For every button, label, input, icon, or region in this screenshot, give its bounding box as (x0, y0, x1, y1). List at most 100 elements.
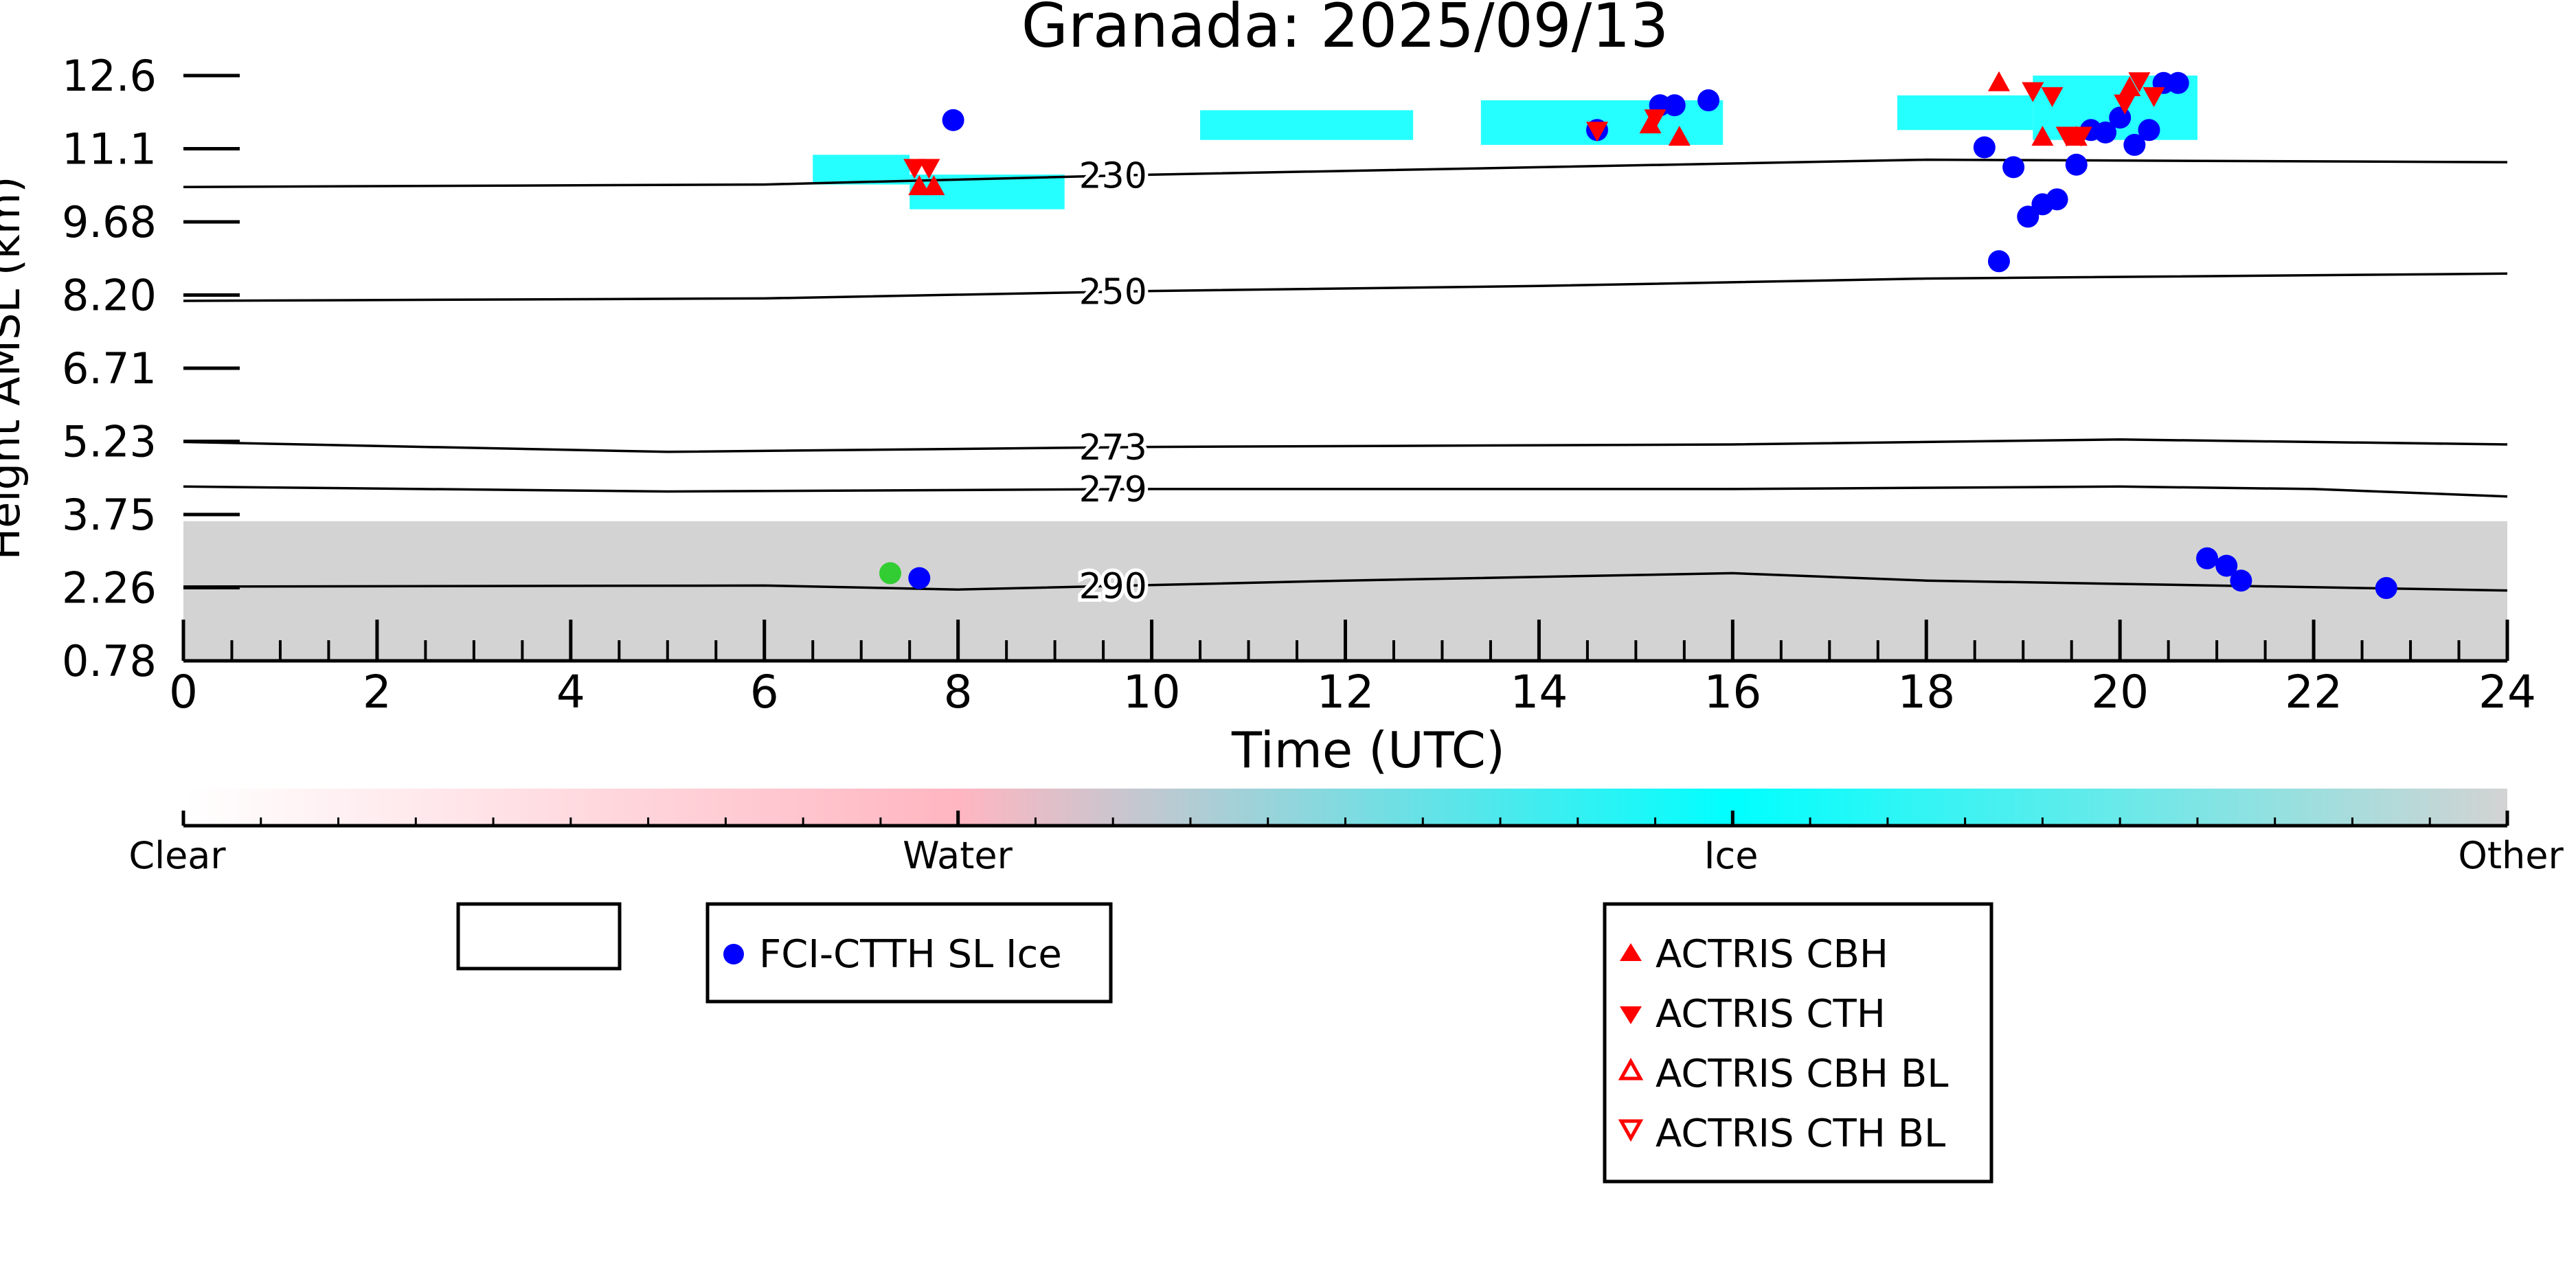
y-tick-label: 6.71 (62, 343, 157, 394)
point-actris-cbh (1639, 113, 1662, 134)
legend-fci: FCI-CTTH SL Ice (705, 902, 1113, 1004)
classification-layers (183, 76, 2507, 661)
point-actris-cbh (2119, 76, 2141, 97)
point-fci-ctth-sl-ice (1973, 136, 1996, 159)
contour-label-230: 230 (1079, 156, 1147, 197)
point-fci-ctth-sl-ice (942, 109, 964, 131)
colorbar-label-other: Other (2458, 834, 2564, 877)
point-fci-ctth-sl-ice (1697, 89, 1720, 112)
background-ice-patch (1200, 110, 1414, 140)
point-actris-cbh (923, 175, 945, 196)
background-ice-patch (813, 155, 910, 185)
y-tick-label: 0.78 (62, 636, 157, 686)
x-tick-label: 8 (944, 666, 973, 719)
y-tick-label: 3.75 (62, 490, 157, 540)
y-tick-label: 12.6 (62, 51, 157, 101)
point-actris-cth (2143, 87, 2165, 107)
x-axis-label: Time (UTC) (1231, 721, 1505, 779)
legend-actris: ACTRIS CBH ACTRIS CTH ACTRIS CBH BL ACTR… (1603, 902, 1993, 1184)
point-fci-ctth-sl-ice (2215, 554, 2238, 577)
y-tick-label: 9.68 (62, 197, 157, 247)
point-actris-cth (1585, 122, 1608, 142)
axes: 0 2 4 6 8 10 12 14 16 18 20 22 2412.611.19.688.206.7… (62, 51, 2536, 719)
x-tick-label: 0 (169, 666, 198, 719)
point-fci-ctth-sl-ice (2230, 569, 2252, 592)
point-fci-ctth-sl-ice (2138, 119, 2160, 142)
contour-label-290: 290 (1079, 566, 1147, 607)
point-fci-ctth-sl-ice (2017, 205, 2040, 228)
legend-empty-box (456, 902, 622, 971)
x-tick-label: 22 (2285, 666, 2342, 719)
point-fci-ctth-sl-ice (2065, 153, 2088, 176)
point-fci-ctth-sl-ice (2046, 188, 2068, 211)
point-actris-cth (2055, 126, 2078, 147)
contour-230 (183, 158, 2508, 188)
point-fci-ctth-sl-ice (2196, 547, 2219, 569)
y-axis-label: Height AMSL (km) (0, 177, 30, 561)
legend-cth-label: ACTRIS CTH (1656, 992, 1886, 1037)
legend-cbh-bl-marker (1618, 1057, 1644, 1081)
contour-250 (183, 272, 2508, 302)
y-tick-label: 5.23 (62, 417, 157, 467)
colorbar-label-water: Water (903, 834, 1013, 877)
point-actris-cth (2070, 126, 2092, 147)
colorbar-ticks (181, 811, 2509, 826)
data-points (879, 71, 2397, 600)
point-fci-ctth-sl-ice (2167, 71, 2189, 94)
legend-cbh-marker (1620, 943, 1642, 961)
legend-cbh-bl-label: ACTRIS CBH BL (1656, 1052, 1948, 1096)
y-tick-label: 2.26 (62, 563, 157, 613)
point-actris-cth (1644, 109, 1667, 130)
x-tick-label: 16 (1704, 666, 1761, 719)
contour-273 (183, 438, 2508, 453)
x-tick-label: 14 (1510, 666, 1568, 719)
point-fci-ctth-sl-ice (2123, 133, 2146, 156)
point-actris-cth (2114, 94, 2136, 115)
point-fci-ctth-sl-ice (1663, 94, 1686, 117)
x-tick-label: 2 (363, 666, 392, 719)
x-tick-label: 6 (750, 666, 779, 719)
point-fci-ctth-sl-ice (2109, 106, 2132, 129)
point-actris-cbh (908, 175, 931, 196)
point-actris-cbh (1987, 71, 2010, 91)
y-tick-label: 11.1 (62, 124, 157, 174)
legend-cth-bl-label: ACTRIS CTH BL (1656, 1111, 1945, 1156)
point-fci-ctth-sl-ice (908, 567, 931, 589)
colorbar-label-clear: Clear (128, 834, 226, 877)
point-actris-cbh (1668, 126, 1691, 146)
point-actris-cth (2128, 72, 2151, 93)
point-actris-cbh (2031, 126, 2054, 146)
chart-title: Granada: 2025/09/13 (1021, 0, 1669, 61)
x-tick-label: 20 (2091, 666, 2149, 719)
point-unlabeled-green (879, 562, 901, 585)
point-actris-cth (2041, 87, 2064, 107)
x-tick-label: 12 (1317, 666, 1375, 719)
legend-fci-frame (705, 902, 1113, 1004)
legend-cth-marker (1620, 1006, 1642, 1024)
legend-fci-label: FCI-CTTH SL Ice (759, 932, 1062, 977)
point-actris-cth (918, 159, 940, 179)
contour-279 (183, 485, 2508, 498)
contour-label-250: 250 (1079, 272, 1147, 313)
x-tick-label: 24 (2478, 666, 2536, 719)
point-fci-ctth-sl-ice (1987, 250, 2010, 273)
classification-colorbar: Clear Water Ice Other (128, 789, 2564, 877)
legend-actris-frame (1603, 902, 1993, 1184)
y-tick-label: 8.20 (62, 271, 157, 321)
point-actris-cth (903, 159, 926, 179)
legend-cth-bl-marker (1618, 1119, 1644, 1142)
point-fci-ctth-sl-ice (2094, 121, 2117, 144)
point-fci-ctth-sl-ice (2375, 577, 2397, 600)
x-tick-label: 4 (556, 666, 585, 719)
contour-290 (183, 572, 2508, 592)
legend-fci-marker (723, 944, 744, 964)
background-ice-patch (1897, 95, 2033, 131)
point-actris-cth (2022, 82, 2044, 102)
x-tick-label: 10 (1123, 666, 1181, 719)
x-tick-label: 18 (1897, 666, 1955, 719)
contour-label-273: 273 (1079, 427, 1147, 468)
legend-cbh-label: ACTRIS CBH (1656, 932, 1888, 977)
